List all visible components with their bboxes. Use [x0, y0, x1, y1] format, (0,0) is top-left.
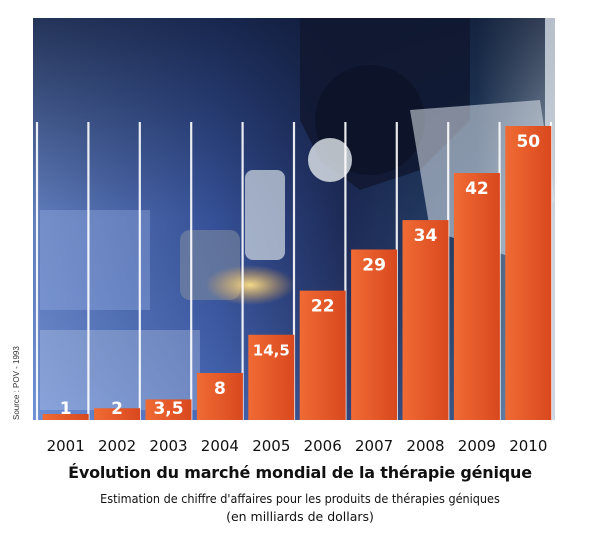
- bar-2009: [453, 173, 500, 420]
- bar-2008: [402, 220, 449, 420]
- x-tick-label: 2005: [252, 437, 290, 455]
- bar-value-label: 42: [465, 179, 489, 199]
- bar-value-label: 2: [111, 399, 123, 419]
- chart-unit-note: (en milliards de dollars): [226, 509, 374, 524]
- chart-title: Évolution du marché mondial de la thérap…: [68, 463, 532, 482]
- bar-2002: [94, 408, 141, 420]
- bar-value-label: 34: [414, 226, 438, 246]
- bar-value-label: 8: [214, 379, 226, 399]
- source-note: Source : POV - 1993: [12, 346, 21, 420]
- chart-subtitle: Estimation de chiffre d'affaires pour le…: [100, 491, 500, 506]
- bar-2003: [145, 399, 192, 420]
- x-tick-label: 2001: [47, 437, 85, 455]
- bar-value-label: 1: [60, 399, 72, 419]
- bar-value-label: 14,5: [253, 342, 290, 360]
- bar-series: [42, 126, 552, 420]
- x-tick-label: 2009: [458, 437, 496, 455]
- x-tick-label: 2007: [355, 437, 393, 455]
- bar-2001: [42, 414, 89, 420]
- bar-2010: [505, 126, 552, 420]
- bar-value-label: 50: [516, 132, 540, 152]
- bar-value-labels: 1 2 3,5 8 14,5 22 29 34 42 50: [60, 132, 541, 419]
- bar-value-label: 3,5: [153, 399, 183, 419]
- x-tick-label: 2010: [509, 437, 547, 455]
- bar-2004: [196, 372, 243, 420]
- x-tick-label: 2002: [98, 437, 136, 455]
- bar-2007: [351, 249, 398, 420]
- x-axis-tick-labels: 2001 2002 2003 2004 2005 2006 2007 2008 2009 2010: [47, 437, 548, 455]
- x-tick-label: 2003: [149, 437, 187, 455]
- x-tick-label: 2008: [406, 437, 444, 455]
- x-tick-label: 2004: [201, 437, 239, 455]
- bar-2005: [248, 334, 295, 420]
- x-tick-label: 2006: [304, 437, 342, 455]
- bar-value-label: 22: [311, 297, 335, 317]
- bar-2006: [299, 290, 346, 420]
- bar-value-label: 29: [362, 255, 386, 275]
